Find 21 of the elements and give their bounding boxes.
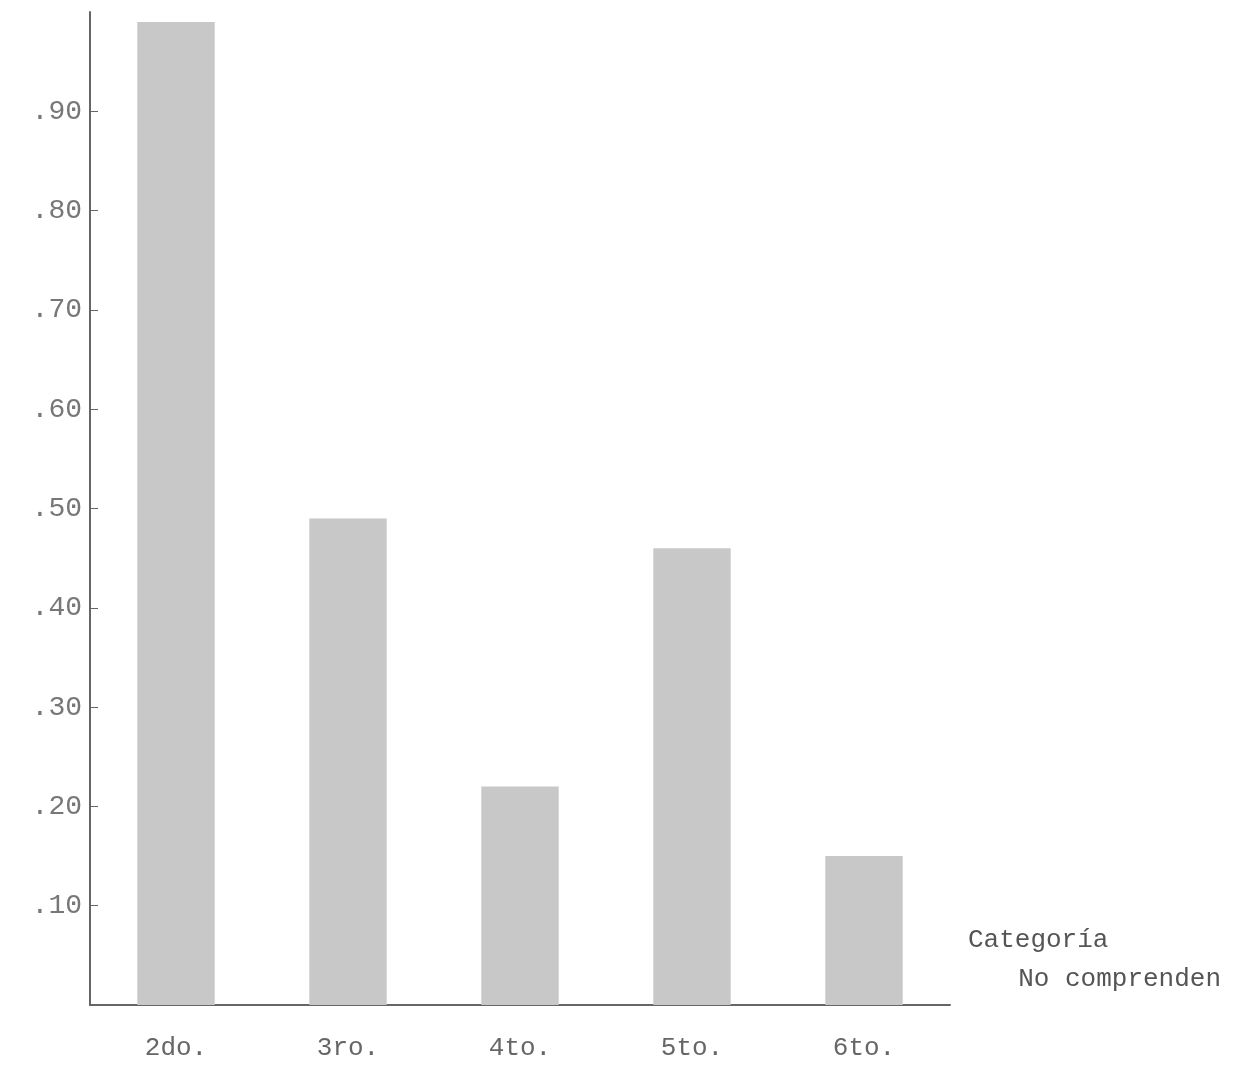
y-tick-label: .80 [31,195,82,227]
bar [309,518,387,1005]
bar [653,548,731,1005]
x-tick-label: 3ro. [316,1033,380,1063]
y-tick-label: .20 [31,790,82,822]
bar [137,21,215,1005]
x-tick-label: 6to. [832,1033,896,1063]
x-tick-label: 2do. [144,1033,208,1063]
x-tick-label: 4to. [488,1033,552,1063]
text: No comprenden [1018,964,1222,994]
x-axis-title: Categoría [968,925,1109,955]
y-tick-label: .10 [31,890,82,922]
y-tick-label: .90 [31,95,82,127]
y-tick-label: .50 [31,493,82,524]
bar [481,786,559,1005]
y-tick-label: .70 [31,294,82,326]
bar [825,856,903,1005]
x-tick-label: 5to. [660,1033,724,1063]
y-tick-label: .60 [31,393,82,425]
y-tick-label: .40 [31,592,82,624]
y-tick-label: .30 [31,691,82,723]
